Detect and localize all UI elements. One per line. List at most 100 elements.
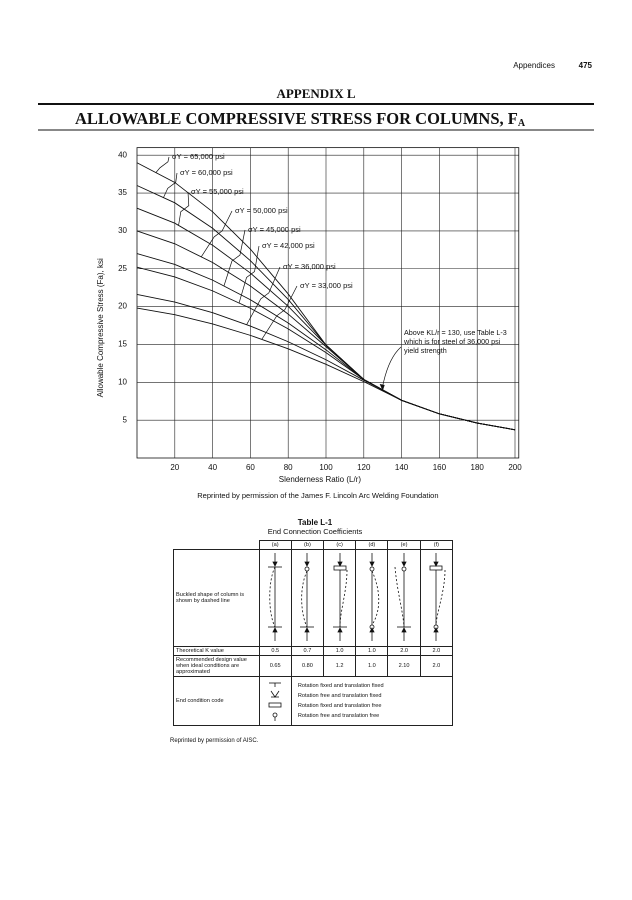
table-cell: 1.0	[355, 655, 389, 677]
x-tick-label: 200	[508, 463, 522, 472]
table-cell: 1.2	[323, 655, 357, 677]
diagram-cell	[258, 549, 292, 647]
y-tick-label: 15	[118, 340, 127, 349]
y-tick-label: 35	[118, 188, 127, 197]
appendix-title: APPENDIX L	[276, 86, 355, 101]
curve-label: σY = 55,000 psi	[191, 187, 244, 196]
buckling-diagram	[300, 553, 315, 641]
y-axis-label: Allowable Compressive Stress (Fa), ksi	[96, 258, 105, 397]
table-row: Theoretical K value 0.5 0.7 1.0 1.0 2.0 …	[173, 646, 454, 656]
main-title-text: ALLOWABLE COMPRESSIVE STRESS FOR COLUMNS…	[75, 109, 518, 128]
table: (a) (b) (c) (d) (e) (f) Buckled shape of…	[173, 540, 454, 726]
table-title: Table L-1	[297, 518, 333, 527]
column-header: (b)	[290, 540, 325, 550]
curve-label: σY = 33,000 psi	[300, 281, 353, 290]
table-cell: 1.0	[323, 646, 357, 656]
leader	[238, 245, 260, 304]
diagram-cell	[355, 549, 389, 647]
x-tick-label: 180	[471, 463, 485, 472]
x-tick-label: 140	[395, 463, 409, 472]
leader	[223, 229, 246, 287]
code-text: Rotation fixed and translation fixed	[297, 683, 384, 689]
x-tick-label: 120	[357, 463, 371, 472]
buckling-diagram	[332, 553, 348, 641]
code-list: Rotation fixed and translation fixed Rot…	[290, 676, 454, 726]
curve-label: σY = 50,000 psi	[235, 206, 288, 215]
column-header: (e)	[387, 540, 421, 550]
table-cell: 0.65	[258, 655, 292, 677]
y-tick-label: 5	[123, 415, 128, 424]
x-tick-label: 60	[246, 463, 255, 472]
table-cell: 2.10	[387, 655, 421, 677]
code-symbols	[258, 676, 292, 726]
x-tick-label: 160	[433, 463, 447, 472]
leader	[261, 285, 298, 340]
row-label: Recommended design value when ideal cond…	[173, 655, 260, 677]
header-section: Appendices	[513, 61, 555, 70]
table-subtitle: End Connection Coefficients	[267, 527, 363, 536]
column-header: (c)	[323, 540, 357, 550]
y-tick-label: 25	[118, 264, 127, 273]
table-row: Recommended design value when ideal cond…	[173, 655, 454, 677]
annotation: which is for steel of 36,000 psi	[403, 337, 501, 346]
main-title: ALLOWABLE COMPRESSIVE STRESS FOR COLUMNS…	[75, 109, 526, 130]
code-text: Rotation free and translation fixed	[297, 693, 382, 699]
code-text: Rotation fixed and translation free	[297, 703, 382, 709]
column-header: (d)	[355, 540, 389, 550]
annotation: yield strength	[404, 346, 447, 355]
curve-label: σY = 42,000 psi	[262, 241, 315, 250]
table-cell: 2.0	[419, 646, 454, 656]
curve-label: σY = 45,000 psi	[248, 225, 301, 234]
leader	[200, 210, 233, 258]
table-cell: 0.5	[258, 646, 292, 656]
annotation-arrow	[382, 346, 402, 387]
table-cell: 1.0	[355, 646, 389, 656]
table-cell: 2.0	[419, 655, 454, 677]
column-header: (a)	[258, 540, 292, 550]
code-text: Rotation free and translation free	[297, 713, 380, 719]
row-label: End condition code	[173, 676, 260, 726]
leader	[246, 266, 281, 325]
buckling-diagram	[369, 553, 380, 641]
diagram-cell	[419, 549, 454, 647]
buckling-diagram	[429, 553, 446, 641]
table-row: (a) (b) (c) (d) (e) (f)	[173, 540, 454, 550]
plot-frame	[136, 147, 520, 459]
arrowhead	[379, 383, 385, 391]
x-tick-label: 40	[208, 463, 217, 472]
table-row: End condition code Rotation fixed and tr…	[173, 676, 454, 726]
y-tick-label: 40	[118, 150, 127, 159]
table-row: Buckled shape of column is shown by dash…	[173, 549, 454, 647]
column-header: (f)	[419, 540, 454, 550]
page-number: 475	[579, 61, 593, 70]
x-axis-label: Slenderness Ratio (L/r)	[279, 475, 362, 484]
curve	[136, 307, 516, 431]
table-cell: 0.80	[290, 655, 325, 677]
table-block: Table L-1 End Connection Coefficients (a…	[170, 518, 460, 744]
y-tick-label: 20	[118, 302, 127, 311]
diagram-cell	[387, 549, 421, 647]
leader	[155, 156, 170, 173]
curve-label: σY = 36,000 psi	[283, 262, 336, 271]
table-cell	[173, 540, 260, 550]
table-source: Reprinted by permission of AISC.	[170, 738, 259, 744]
y-tick-label: 10	[118, 377, 127, 386]
page-svg: Appendices 475 APPENDIX L ALLOWABLE COMP…	[38, 61, 594, 500]
y-tick-label: 30	[118, 226, 127, 235]
x-tick-label: 20	[170, 463, 179, 472]
buckling-diagram	[268, 553, 283, 641]
x-tick-label: 80	[284, 463, 293, 472]
row-label: Buckled shape of column is shown by dash…	[173, 549, 260, 647]
buckling-diagram	[394, 553, 412, 641]
diagram-cell	[290, 549, 325, 647]
annotation: Above KL/r = 130, use Table L-3	[404, 328, 507, 337]
row-label: Theoretical K value	[173, 646, 260, 656]
table-cell: 0.7	[290, 646, 325, 656]
chart-source: Reprinted by permission of the James F. …	[197, 491, 438, 500]
code-icons	[268, 682, 282, 721]
leader	[163, 172, 178, 198]
curve-label: σY = 65,000 psi	[172, 152, 225, 161]
table-cell: 2.0	[387, 646, 421, 656]
x-tick-label: 100	[319, 463, 333, 472]
